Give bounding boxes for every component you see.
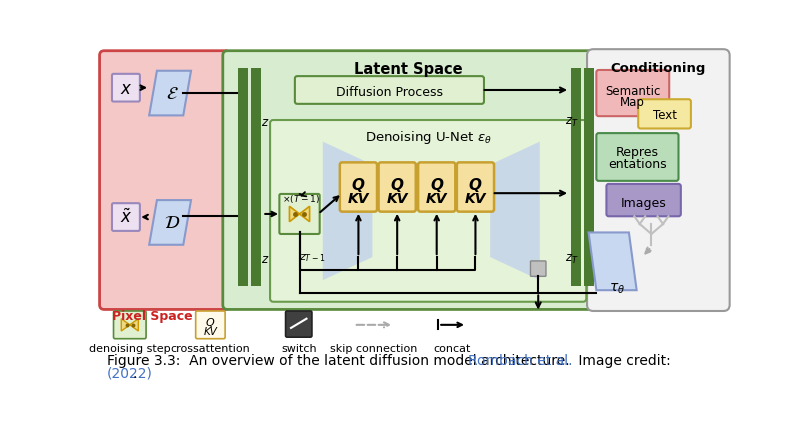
- Text: skip connection: skip connection: [330, 343, 417, 353]
- Text: KV: KV: [464, 191, 486, 206]
- Text: entations: entations: [608, 158, 667, 171]
- FancyBboxPatch shape: [112, 75, 140, 102]
- Text: .: .: [133, 366, 137, 380]
- Text: Text: Text: [653, 109, 676, 122]
- Text: (2022): (2022): [107, 366, 152, 380]
- FancyBboxPatch shape: [279, 194, 320, 234]
- Text: $\mathcal{D}$: $\mathcal{D}$: [164, 214, 180, 232]
- Text: Map: Map: [621, 96, 646, 109]
- Text: crossattention: crossattention: [171, 343, 250, 353]
- FancyBboxPatch shape: [531, 261, 546, 276]
- Text: denoising step: denoising step: [89, 343, 171, 353]
- Text: Q: Q: [469, 178, 482, 193]
- Text: Semantic: Semantic: [605, 85, 660, 98]
- Text: Rombach et al.: Rombach et al.: [468, 353, 572, 368]
- FancyBboxPatch shape: [418, 163, 455, 212]
- Text: Q: Q: [391, 178, 404, 193]
- Text: Figure 3.3:  An overview of the latent diffusion model architecture.  Image cred: Figure 3.3: An overview of the latent di…: [107, 353, 675, 368]
- Text: Diffusion Process: Diffusion Process: [336, 86, 443, 99]
- FancyBboxPatch shape: [340, 163, 377, 212]
- FancyBboxPatch shape: [196, 311, 225, 339]
- Polygon shape: [121, 319, 138, 331]
- Text: $\tau_\theta$: $\tau_\theta$: [609, 280, 625, 295]
- Text: KV: KV: [348, 191, 369, 206]
- Text: concat: concat: [434, 343, 471, 353]
- Text: $\times(T-1)$: $\times(T-1)$: [282, 192, 320, 204]
- Text: Q: Q: [352, 178, 365, 193]
- Text: Latent Space: Latent Space: [354, 62, 463, 77]
- Text: Conditioning: Conditioning: [611, 62, 706, 75]
- Text: Denoising U-Net $\epsilon_\theta$: Denoising U-Net $\epsilon_\theta$: [365, 129, 492, 145]
- Polygon shape: [323, 142, 372, 280]
- Polygon shape: [490, 142, 540, 280]
- Text: Images: Images: [621, 197, 667, 210]
- Polygon shape: [589, 233, 637, 291]
- FancyBboxPatch shape: [587, 50, 730, 311]
- Bar: [571, 68, 581, 287]
- Polygon shape: [290, 207, 310, 222]
- Text: $z_T$: $z_T$: [565, 115, 578, 129]
- Text: $z_T$: $z_T$: [565, 252, 578, 265]
- Text: $\tilde{x}$: $\tilde{x}$: [120, 209, 132, 227]
- Bar: [584, 68, 594, 287]
- FancyBboxPatch shape: [113, 311, 146, 339]
- FancyBboxPatch shape: [112, 204, 140, 231]
- FancyBboxPatch shape: [222, 52, 594, 310]
- FancyBboxPatch shape: [457, 163, 494, 212]
- Polygon shape: [149, 201, 191, 245]
- Text: z: z: [260, 115, 267, 128]
- Text: Q: Q: [206, 317, 214, 327]
- Bar: [238, 68, 248, 287]
- FancyBboxPatch shape: [270, 121, 587, 302]
- FancyBboxPatch shape: [607, 184, 681, 217]
- FancyBboxPatch shape: [596, 134, 679, 181]
- FancyBboxPatch shape: [638, 100, 691, 129]
- Text: KV: KV: [203, 327, 218, 337]
- FancyBboxPatch shape: [294, 77, 484, 104]
- Text: Repres: Repres: [616, 145, 659, 158]
- FancyBboxPatch shape: [379, 163, 416, 212]
- Text: switch: switch: [281, 343, 316, 353]
- FancyBboxPatch shape: [286, 311, 312, 338]
- FancyBboxPatch shape: [100, 52, 230, 310]
- Text: $x$: $x$: [120, 80, 132, 98]
- Polygon shape: [149, 71, 191, 116]
- Text: $z_{T-1}$: $z_{T-1}$: [299, 252, 325, 264]
- Bar: [251, 68, 260, 287]
- Text: KV: KV: [426, 191, 447, 206]
- Text: Pixel Space: Pixel Space: [112, 310, 193, 322]
- Text: KV: KV: [387, 191, 408, 206]
- Text: $\mathcal{E}$: $\mathcal{E}$: [166, 85, 179, 103]
- Text: Q: Q: [430, 178, 443, 193]
- Text: z: z: [260, 252, 267, 265]
- FancyBboxPatch shape: [596, 71, 669, 117]
